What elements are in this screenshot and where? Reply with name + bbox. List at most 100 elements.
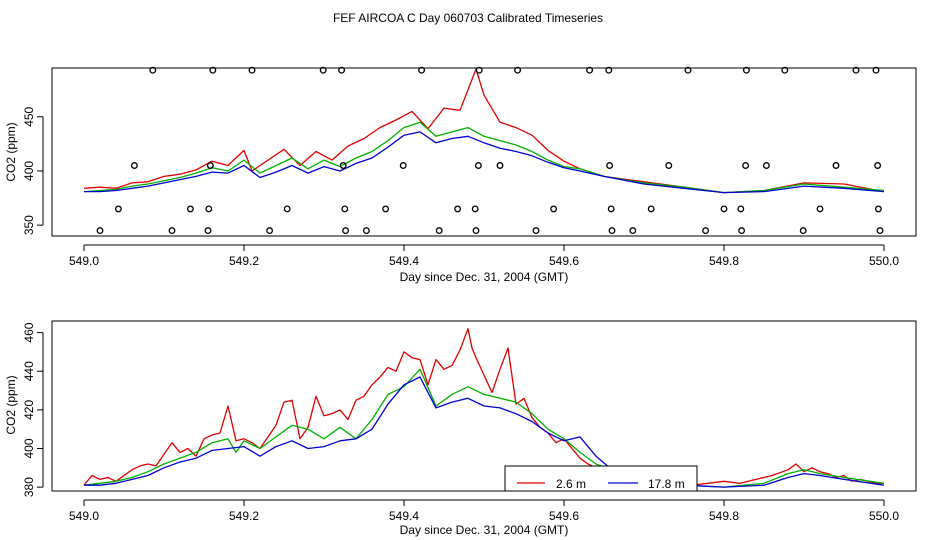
top-marker — [96, 227, 104, 235]
top-marker — [532, 227, 540, 235]
top-marker — [606, 162, 614, 169]
top-marker — [130, 162, 138, 169]
top-marker — [382, 205, 390, 213]
top-marker — [665, 162, 673, 169]
top-plot-frame — [51, 67, 917, 237]
top-marker — [738, 227, 746, 235]
bottom-axis-layer: 549.0 549.2 549.4 549.6 549.8 550.0 380 400 420 4… — [22, 322, 899, 523]
bottom-panel: 549.0 549.2 549.4 549.6 549.8 550.0 380 400 420 4… — [4, 320, 917, 537]
top-marker — [550, 205, 558, 213]
legend-box — [504, 465, 698, 492]
top-marker — [605, 66, 613, 74]
top-marker — [737, 205, 745, 213]
bottom-y-tick-label: 380 — [22, 477, 36, 497]
top-panel: 549.0 549.2 549.4 549.6 549.8 550.0350400450 … — [4, 66, 917, 284]
top-x-axis-label: Day since Dec. 31, 2004 (GMT) — [400, 270, 569, 284]
top-marker — [248, 66, 256, 74]
bottom-series-2.6m — [83, 328, 884, 488]
top-marker — [342, 227, 350, 235]
top-series-layer — [83, 68, 885, 194]
top-marker — [816, 205, 824, 213]
top-y-tick-label: 450 — [22, 106, 36, 126]
top-marker — [339, 162, 347, 169]
bottom-series-17.8m — [84, 376, 885, 488]
top-x-tick-label: 550.0 — [869, 254, 899, 268]
bottom-y-tick-label: 460 — [22, 322, 36, 342]
top-marker — [399, 162, 407, 169]
top-marker — [742, 162, 750, 169]
top-marker — [283, 205, 291, 213]
bottom-x-tick-label: 549.2 — [229, 509, 259, 523]
top-marker — [514, 66, 522, 74]
bottom-series-mid — [83, 368, 885, 488]
top-marker — [496, 162, 504, 169]
bottom-y-tick-label: 420 — [22, 400, 36, 420]
top-marker — [168, 227, 176, 235]
top-marker — [341, 205, 349, 213]
legend: 2.6 m 17.8 m — [504, 465, 698, 492]
top-marker — [702, 227, 710, 235]
top-y-axis-label: CO2 (ppm) — [4, 122, 18, 181]
top-marker — [852, 66, 860, 74]
top-marker — [205, 205, 213, 213]
bottom-series-layer — [83, 328, 885, 488]
top-marker — [742, 66, 750, 74]
top-marker — [607, 205, 615, 213]
top-x-tick-label: 549.2 — [229, 254, 259, 268]
bottom-x-tick-label: 550.0 — [869, 509, 899, 523]
top-marker — [874, 162, 882, 169]
top-marker — [876, 227, 884, 235]
top-marker — [474, 162, 482, 169]
top-marker — [608, 227, 616, 235]
top-y-tick-label: 400 — [22, 161, 36, 181]
top-marker — [475, 66, 483, 74]
top-x-tick-label: 549.0 — [69, 254, 99, 268]
top-marker — [832, 162, 840, 169]
top-x-tick-label: 549.4 — [389, 254, 419, 268]
top-marker — [799, 227, 807, 235]
top-marker-layer — [96, 66, 884, 235]
top-marker — [762, 162, 770, 169]
bottom-y-tick-label: 400 — [22, 438, 36, 458]
top-marker — [472, 227, 480, 235]
top-marker — [586, 66, 594, 74]
top-y-tick-label: 350 — [22, 215, 36, 235]
top-x-tick-label: 549.6 — [549, 254, 579, 268]
top-marker — [647, 205, 655, 213]
bottom-x-tick-label: 549.4 — [389, 509, 419, 523]
bottom-x-tick-label: 549.6 — [549, 509, 579, 523]
bottom-plot-frame — [51, 320, 917, 492]
figure-title: FEF AIRCOA C Day 060703 Calibrated Times… — [333, 11, 603, 25]
top-x-tick-label: 549.8 — [709, 254, 739, 268]
top-marker — [454, 205, 462, 213]
bottom-x-tick-label: 549.8 — [709, 509, 739, 523]
top-marker — [186, 205, 194, 213]
top-marker — [418, 66, 426, 74]
bottom-y-axis-label: CO2 (ppm) — [4, 375, 18, 434]
top-marker — [209, 66, 217, 74]
top-marker — [471, 205, 479, 213]
bottom-y-tick-label: 440 — [22, 361, 36, 381]
legend-label-17.8m: 17.8 m — [648, 477, 685, 491]
bottom-x-axis-label: Day since Dec. 31, 2004 (GMT) — [400, 523, 569, 537]
top-marker — [206, 162, 214, 169]
top-marker — [319, 66, 327, 74]
top-marker — [629, 227, 637, 235]
top-marker — [204, 227, 212, 235]
top-marker — [362, 227, 370, 235]
top-axis-layer: 549.0 549.2 549.4 549.6 549.8 550.0 350 400 450 — [22, 106, 899, 268]
top-marker — [266, 227, 274, 235]
top-series-mid — [83, 121, 885, 194]
top-marker — [872, 66, 880, 74]
top-marker — [684, 66, 692, 74]
top-marker — [781, 66, 789, 74]
top-marker — [874, 205, 882, 213]
top-marker — [338, 66, 346, 74]
bottom-x-tick-label: 549.0 — [69, 509, 99, 523]
top-marker — [720, 205, 728, 213]
top-series-17.8m — [84, 131, 885, 194]
top-marker — [149, 66, 157, 74]
legend-label-2.6m: 2.6 m — [556, 477, 586, 491]
top-marker — [114, 205, 122, 213]
